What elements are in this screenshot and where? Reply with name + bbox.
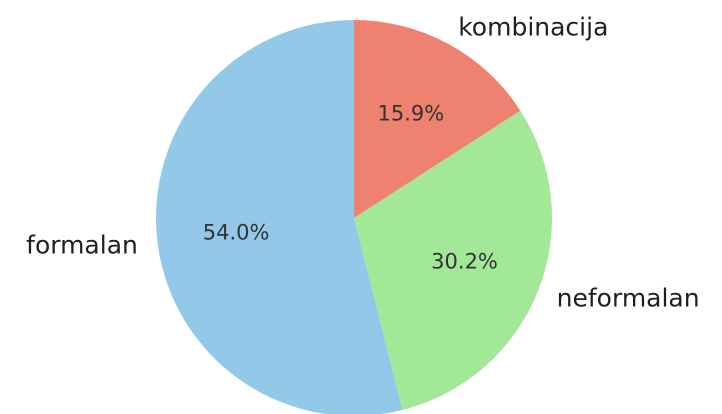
- pct-label-formalan: 54.0%: [203, 221, 270, 245]
- pie-slice-neformalan: [354, 110, 552, 410]
- category-label-kombinacija: kombinacija: [458, 12, 608, 41]
- pie-slice-kombinacija: [354, 20, 521, 218]
- pie-slices: [156, 20, 552, 414]
- pct-label-kombinacija: 15.9%: [377, 102, 444, 126]
- pie-labels: 15.9% kombinacija 30.2% neformalan 54.0% form…: [26, 12, 699, 312]
- category-label-formalan: formalan: [26, 230, 138, 259]
- pie-slice-formalan: [156, 20, 403, 414]
- pct-label-neformalan: 30.2%: [431, 250, 498, 274]
- category-label-neformalan: neformalan: [557, 283, 700, 312]
